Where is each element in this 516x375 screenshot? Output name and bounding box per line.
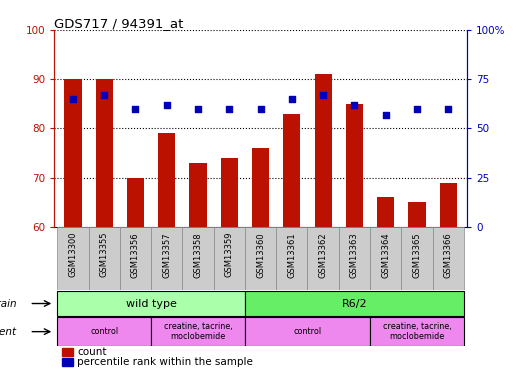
FancyBboxPatch shape — [214, 227, 245, 290]
Point — [444, 106, 453, 112]
Point — [413, 106, 421, 112]
Text: GDS717 / 94391_at: GDS717 / 94391_at — [54, 17, 184, 30]
Bar — [64, 79, 82, 227]
FancyBboxPatch shape — [120, 227, 151, 290]
Point — [319, 92, 327, 98]
Bar — [221, 158, 238, 227]
Bar — [346, 104, 363, 227]
Text: GSM13363: GSM13363 — [350, 232, 359, 278]
FancyBboxPatch shape — [370, 317, 464, 346]
FancyBboxPatch shape — [370, 227, 401, 290]
Point — [225, 106, 233, 112]
FancyBboxPatch shape — [276, 227, 308, 290]
Text: GSM13359: GSM13359 — [225, 232, 234, 278]
FancyBboxPatch shape — [339, 227, 370, 290]
Text: wild type: wild type — [126, 298, 176, 309]
FancyBboxPatch shape — [245, 317, 370, 346]
Text: GSM13365: GSM13365 — [412, 232, 422, 278]
FancyBboxPatch shape — [245, 291, 464, 316]
Text: control: control — [90, 327, 118, 336]
Text: GSM13366: GSM13366 — [444, 232, 453, 278]
FancyBboxPatch shape — [401, 227, 432, 290]
Bar — [62, 358, 73, 366]
Point — [194, 106, 202, 112]
FancyBboxPatch shape — [57, 317, 151, 346]
Point — [256, 106, 265, 112]
Point — [69, 96, 77, 102]
Text: GSM13361: GSM13361 — [287, 232, 296, 278]
FancyBboxPatch shape — [245, 227, 276, 290]
Bar — [158, 134, 175, 227]
Text: count: count — [77, 347, 106, 357]
Bar — [252, 148, 269, 227]
Bar — [95, 79, 113, 227]
FancyBboxPatch shape — [57, 227, 89, 290]
Point — [132, 106, 140, 112]
Text: percentile rank within the sample: percentile rank within the sample — [77, 357, 253, 368]
Text: GSM13356: GSM13356 — [131, 232, 140, 278]
Text: creatine, tacrine,
moclobemide: creatine, tacrine, moclobemide — [383, 322, 452, 341]
Bar — [62, 348, 73, 356]
Bar — [408, 202, 426, 227]
FancyBboxPatch shape — [308, 227, 339, 290]
Point — [100, 92, 108, 98]
Text: GSM13364: GSM13364 — [381, 232, 390, 278]
Text: creatine, tacrine,
moclobemide: creatine, tacrine, moclobemide — [164, 322, 232, 341]
Bar — [315, 74, 332, 227]
FancyBboxPatch shape — [432, 227, 464, 290]
Text: GSM13300: GSM13300 — [69, 232, 77, 278]
FancyBboxPatch shape — [151, 317, 245, 346]
Point — [381, 112, 390, 118]
Point — [350, 102, 359, 108]
Point — [288, 96, 296, 102]
Bar — [283, 114, 300, 227]
Text: R6/2: R6/2 — [342, 298, 367, 309]
Text: control: control — [294, 327, 321, 336]
Text: strain: strain — [0, 298, 17, 309]
Text: GSM13362: GSM13362 — [318, 232, 328, 278]
FancyBboxPatch shape — [151, 227, 182, 290]
Text: GSM13358: GSM13358 — [194, 232, 203, 278]
Bar — [377, 197, 394, 227]
FancyBboxPatch shape — [57, 291, 245, 316]
FancyBboxPatch shape — [89, 227, 120, 290]
FancyBboxPatch shape — [182, 227, 214, 290]
Text: agent: agent — [0, 327, 17, 337]
Bar — [127, 178, 144, 227]
Point — [163, 102, 171, 108]
Text: GSM13357: GSM13357 — [162, 232, 171, 278]
Bar — [440, 183, 457, 227]
Text: GSM13360: GSM13360 — [256, 232, 265, 278]
Text: GSM13355: GSM13355 — [100, 232, 109, 278]
Bar — [189, 163, 206, 227]
